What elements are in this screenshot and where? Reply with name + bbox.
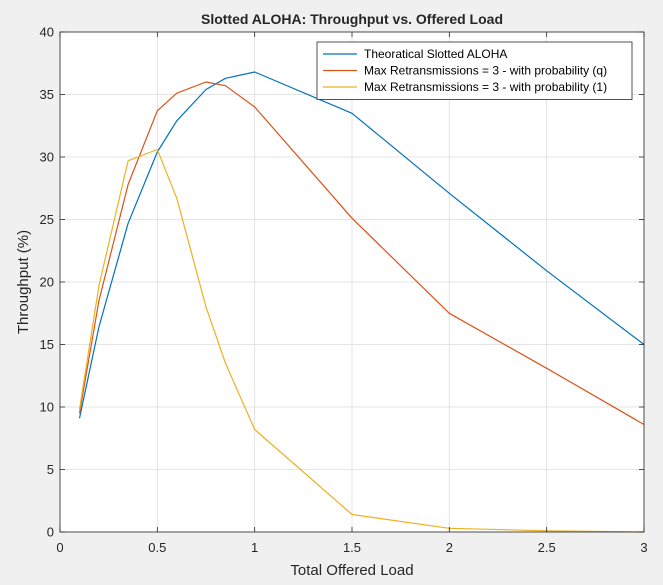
- ticks: [59, 31, 645, 533]
- y-tick-label: 5: [47, 462, 54, 477]
- x-tick-label: 0: [56, 540, 63, 555]
- series-line-3: [78, 148, 645, 533]
- y-tick-labels: 0 5 10 15 20 25 30 35 40: [40, 25, 54, 540]
- legend-label-2: Max Retransmissions = 3 - with probabili…: [364, 64, 607, 78]
- x-axis-label: Total Offered Load: [290, 562, 413, 579]
- y-tick-label: 25: [40, 212, 54, 227]
- legend-label-1: Theoratical Slotted ALOHA: [364, 47, 507, 61]
- series-lines: [78, 71, 645, 533]
- y-tick-label: 30: [40, 150, 54, 165]
- y-tick-label: 0: [47, 525, 54, 540]
- legend-box: [316, 41, 633, 100]
- y-tick-label: 40: [40, 25, 54, 40]
- x-tick-label: 1: [251, 540, 258, 555]
- y-axis-label: Throughput (%): [15, 230, 32, 334]
- y-tick-label: 20: [40, 275, 54, 290]
- y-tick-label: 10: [40, 400, 54, 415]
- y-tick-label: 35: [40, 87, 54, 102]
- legend: Theoratical Slotted ALOHA Max Retransmiss…: [316, 41, 633, 100]
- x-tick-label: 3: [640, 540, 647, 555]
- x-tick-labels: 0 0.5 1 1.5 2 2.5 3: [56, 540, 647, 555]
- x-tick-label: 1.5: [343, 540, 361, 555]
- x-tick-label: 2: [446, 540, 453, 555]
- y-tick-label: 15: [40, 337, 54, 352]
- legend-entries: Theoratical Slotted ALOHA Max Retransmiss…: [323, 47, 607, 94]
- chart-title: Slotted ALOHA: Throughput vs. Offered Lo…: [201, 11, 503, 27]
- x-tick-label: 2.5: [538, 540, 556, 555]
- series-line-2: [78, 81, 645, 426]
- x-tick-label: 0.5: [148, 540, 166, 555]
- legend-label-3: Max Retransmissions = 3 - with probabili…: [364, 80, 607, 94]
